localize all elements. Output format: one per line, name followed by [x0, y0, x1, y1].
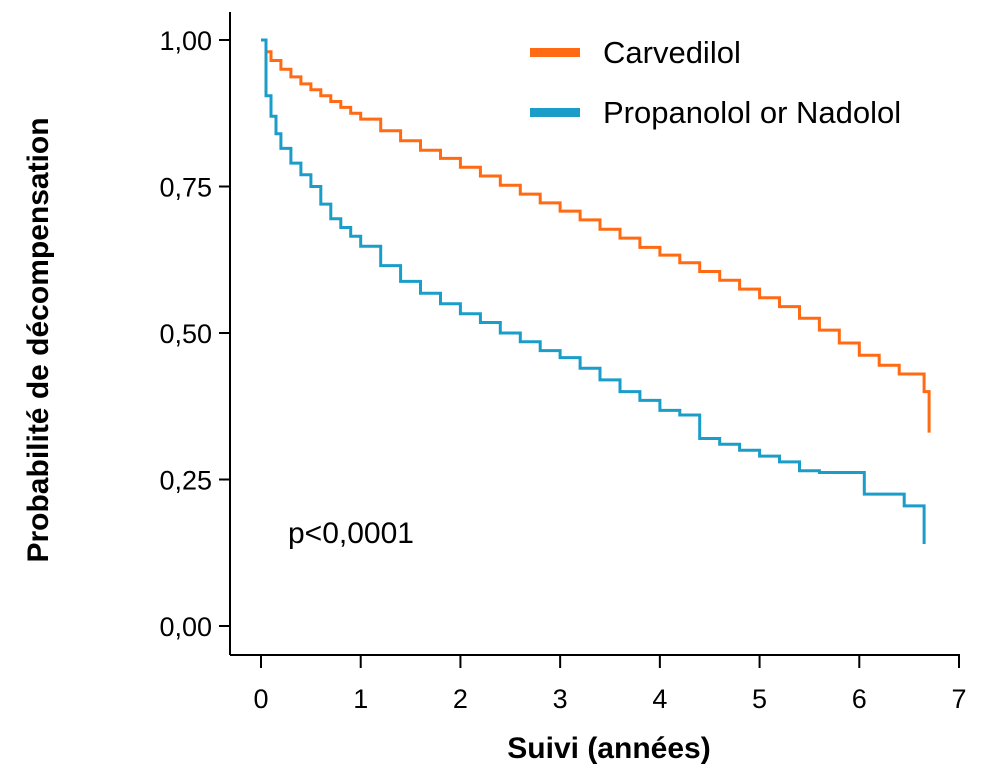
x-tick-label: 5: [752, 684, 767, 714]
x-axis-title: Suivi (années): [507, 732, 710, 765]
y-tick-label: 0,00: [159, 612, 212, 642]
y-tick-label: 1,00: [159, 26, 212, 56]
x-tick-label: 1: [353, 684, 368, 714]
axes: 0,00 0,25 0,50 0,75 1,00 0 1 2 3 4 5 6 7: [159, 12, 967, 714]
y-tick-label: 0,50: [159, 319, 212, 349]
legend-swatch: [530, 108, 580, 117]
legend-label: Propanolol or Nadolol: [603, 95, 901, 130]
x-tick-label: 0: [253, 684, 268, 714]
y-tick-label: 0,25: [159, 466, 212, 496]
y-ticks: 0,00 0,25 0,50 0,75 1,00: [159, 26, 230, 642]
legend-swatch: [530, 48, 580, 57]
p-value-annotation: p<0,0001: [288, 517, 414, 550]
legend: Carvedilol Propanolol or Nadolol: [530, 35, 901, 130]
x-tick-label: 7: [951, 684, 966, 714]
x-tick-label: 2: [453, 684, 468, 714]
series-line-1: [261, 38, 926, 544]
x-tick-label: 3: [553, 684, 568, 714]
y-tick-label: 0,75: [159, 173, 212, 203]
legend-label: Carvedilol: [603, 35, 741, 70]
x-tick-label: 6: [852, 684, 867, 714]
x-ticks: 0 1 2 3 4 5 6 7: [253, 655, 967, 714]
x-tick-label: 4: [652, 684, 667, 714]
y-axis-title: Probabilité de décompensation: [22, 117, 55, 562]
series-line-0: [261, 38, 931, 433]
series-layer: [261, 38, 931, 544]
